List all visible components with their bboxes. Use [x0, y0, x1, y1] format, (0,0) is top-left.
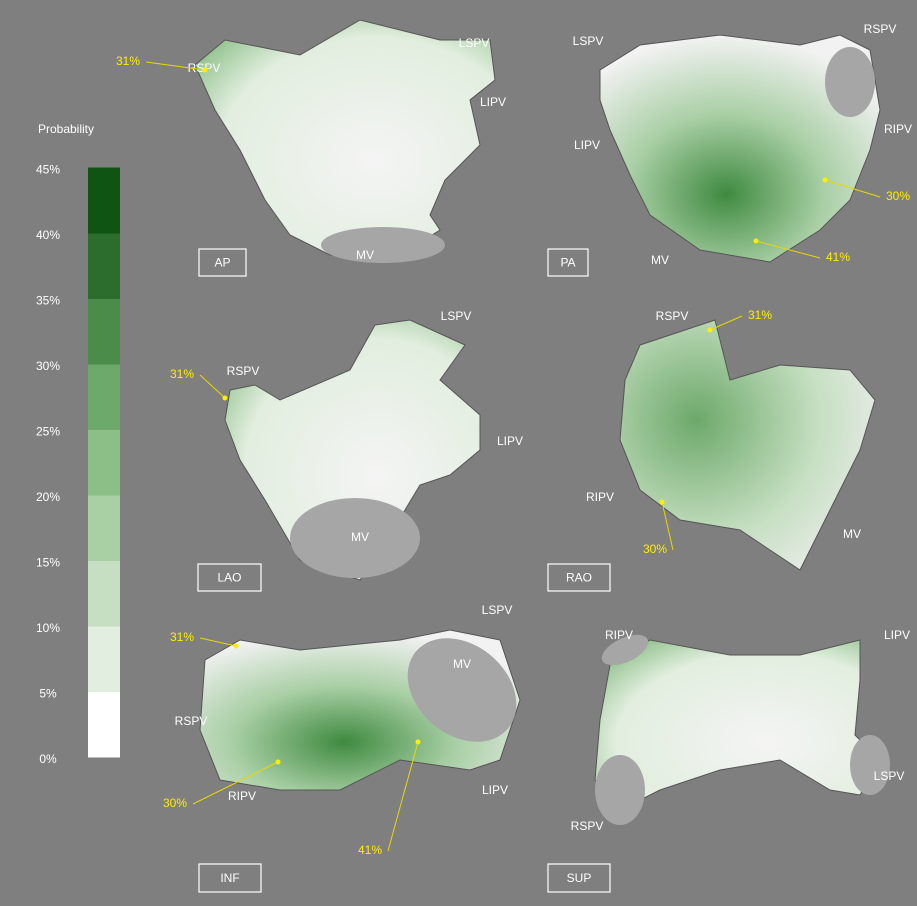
annotation-dot [203, 68, 208, 73]
legend-title: Probability [38, 122, 94, 136]
valve-opening [825, 47, 875, 117]
vein-label: LIPV [482, 783, 508, 797]
annotation-dot [416, 740, 421, 745]
legend-tick: 5% [39, 687, 57, 701]
legend-band [88, 299, 120, 365]
annotation-value: 41% [826, 250, 850, 264]
annotation-dot [234, 644, 239, 649]
legend-band [88, 626, 120, 692]
annotation-value: 31% [116, 54, 140, 68]
view-label: PA [560, 256, 575, 270]
annotation-dot [708, 328, 713, 333]
valve-opening [850, 735, 890, 795]
legend-tick: 25% [36, 425, 60, 439]
annotation-dot [823, 178, 828, 183]
legend-tick: 10% [36, 621, 60, 635]
vein-label: LSPV [441, 309, 472, 323]
vein-label: RSPV [656, 309, 689, 323]
legend-tick: 15% [36, 556, 60, 570]
vein-label: RIPV [228, 789, 256, 803]
legend-tick: 0% [39, 752, 57, 766]
legend-band [88, 168, 120, 234]
vein-label: LIPV [884, 628, 910, 642]
view-label: AP [214, 256, 230, 270]
vein-label: MV [356, 248, 374, 262]
legend-tick: 45% [36, 163, 60, 177]
view-label: LAO [217, 571, 241, 585]
annotation-dot [754, 239, 759, 244]
legend-tick: 30% [36, 359, 60, 373]
vein-label: MV [843, 527, 861, 541]
vein-label: RSPV [175, 714, 208, 728]
vein-label: LIPV [480, 95, 506, 109]
vein-label: LSPV [874, 769, 905, 783]
legend-band [88, 561, 120, 627]
vein-label: RIPV [605, 628, 633, 642]
vein-label: LSPV [482, 603, 513, 617]
figure: Probability 0% 5% 10% 15% 20% 25% 30% 35% 40% 45% A… [0, 0, 917, 906]
valve-opening [321, 227, 445, 263]
valve-opening [595, 755, 645, 825]
annotation-value: 30% [643, 542, 667, 556]
view-label: INF [220, 871, 239, 885]
vein-label: RIPV [586, 490, 614, 504]
vein-label: LSPV [459, 36, 490, 50]
vein-label: LIPV [497, 434, 523, 448]
vein-label: LSPV [573, 34, 604, 48]
view-label: SUP [567, 871, 592, 885]
legend-tick: 40% [36, 228, 60, 242]
vein-label: MV [351, 530, 369, 544]
annotation-value: 31% [748, 308, 772, 322]
legend-tick: 20% [36, 490, 60, 504]
legend-band [88, 430, 120, 496]
annotation-value: 31% [170, 367, 194, 381]
annotation-value: 30% [163, 796, 187, 810]
vein-label: RSPV [571, 819, 604, 833]
annotation-value: 31% [170, 630, 194, 644]
legend-band [88, 364, 120, 430]
annotation-dot [223, 396, 228, 401]
annotation-value: 30% [886, 189, 910, 203]
legend-band [88, 495, 120, 561]
annotation-value: 41% [358, 843, 382, 857]
annotation-dot [276, 760, 281, 765]
page: Probability 0% 5% 10% 15% 20% 25% 30% 35% 40% 45% A… [0, 0, 917, 906]
vein-label: LIPV [574, 138, 600, 152]
legend-band [88, 692, 120, 758]
vein-label: MV [651, 253, 669, 267]
legend-band [88, 233, 120, 299]
vein-label: RIPV [884, 122, 912, 136]
view-label: RAO [566, 571, 592, 585]
legend-tick: 35% [36, 294, 60, 308]
vein-label: RSPV [227, 364, 260, 378]
annotation-dot [660, 500, 665, 505]
vein-label: RSPV [864, 22, 897, 36]
vein-label: MV [453, 657, 471, 671]
